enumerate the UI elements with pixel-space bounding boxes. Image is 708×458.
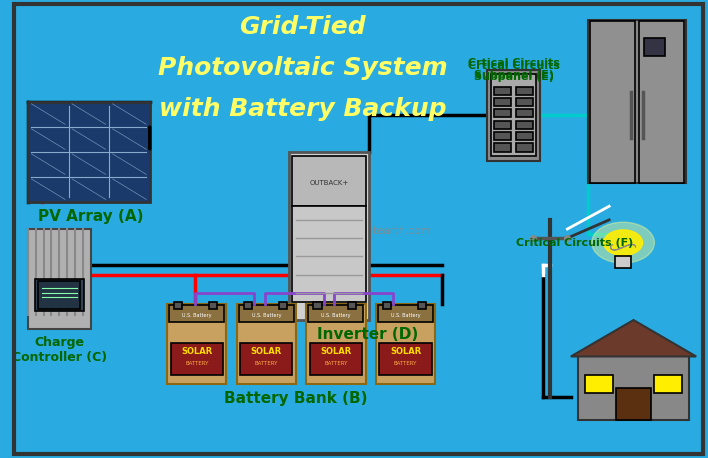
FancyBboxPatch shape bbox=[209, 302, 217, 309]
FancyBboxPatch shape bbox=[239, 305, 294, 322]
Text: BATTERY: BATTERY bbox=[324, 361, 348, 366]
Circle shape bbox=[604, 230, 643, 256]
Text: Inverter (D): Inverter (D) bbox=[316, 327, 418, 342]
FancyBboxPatch shape bbox=[515, 98, 532, 106]
FancyBboxPatch shape bbox=[174, 302, 183, 309]
FancyBboxPatch shape bbox=[616, 388, 651, 420]
FancyBboxPatch shape bbox=[515, 132, 532, 140]
FancyBboxPatch shape bbox=[309, 305, 363, 322]
Text: Battery Bank (B): Battery Bank (B) bbox=[224, 391, 367, 406]
FancyBboxPatch shape bbox=[491, 74, 536, 156]
FancyBboxPatch shape bbox=[310, 343, 362, 375]
Text: with Battery Backup: with Battery Backup bbox=[159, 97, 447, 121]
FancyBboxPatch shape bbox=[376, 304, 435, 384]
Text: OUTBACK+: OUTBACK+ bbox=[309, 180, 348, 186]
FancyBboxPatch shape bbox=[494, 87, 511, 95]
FancyBboxPatch shape bbox=[292, 206, 365, 302]
FancyBboxPatch shape bbox=[348, 302, 357, 309]
Text: PV Array (A): PV Array (A) bbox=[38, 208, 143, 224]
FancyBboxPatch shape bbox=[171, 343, 223, 375]
Text: U.S. Battery: U.S. Battery bbox=[251, 313, 281, 318]
FancyBboxPatch shape bbox=[28, 102, 150, 202]
FancyBboxPatch shape bbox=[515, 143, 532, 152]
FancyBboxPatch shape bbox=[383, 302, 392, 309]
Text: BATTERY: BATTERY bbox=[394, 361, 417, 366]
FancyBboxPatch shape bbox=[289, 152, 369, 320]
Text: U.S. Battery: U.S. Battery bbox=[391, 313, 421, 318]
FancyBboxPatch shape bbox=[639, 21, 685, 183]
FancyBboxPatch shape bbox=[494, 98, 511, 106]
FancyBboxPatch shape bbox=[515, 87, 532, 95]
FancyBboxPatch shape bbox=[38, 281, 80, 309]
FancyBboxPatch shape bbox=[314, 302, 321, 309]
FancyBboxPatch shape bbox=[244, 302, 252, 309]
FancyBboxPatch shape bbox=[278, 302, 287, 309]
Text: SOLAR: SOLAR bbox=[181, 348, 212, 356]
Text: BATTERY: BATTERY bbox=[185, 361, 208, 366]
Text: SOLAR: SOLAR bbox=[251, 348, 282, 356]
Text: SOLAR: SOLAR bbox=[390, 348, 421, 356]
FancyBboxPatch shape bbox=[418, 302, 426, 309]
FancyBboxPatch shape bbox=[494, 132, 511, 140]
FancyBboxPatch shape bbox=[515, 120, 532, 129]
Text: Crtical Circuits
Subpanel (E): Crtical Circuits Subpanel (E) bbox=[468, 58, 560, 80]
Text: Crtical Circuits
Subpanel (E): Crtical Circuits Subpanel (E) bbox=[468, 60, 560, 82]
Text: Charge
Controller (C): Charge Controller (C) bbox=[12, 336, 107, 364]
Text: BATTERY: BATTERY bbox=[255, 361, 278, 366]
FancyBboxPatch shape bbox=[379, 343, 432, 375]
FancyBboxPatch shape bbox=[615, 256, 632, 267]
FancyBboxPatch shape bbox=[35, 279, 84, 311]
FancyBboxPatch shape bbox=[494, 120, 511, 129]
Text: U.S. Battery: U.S. Battery bbox=[321, 313, 350, 318]
Text: SOLAR: SOLAR bbox=[320, 348, 352, 356]
FancyBboxPatch shape bbox=[487, 70, 539, 161]
Polygon shape bbox=[571, 320, 696, 356]
Text: solarpowerplanetearth.com: solarpowerplanetearth.com bbox=[286, 226, 431, 236]
Text: Critical Circuits (F): Critical Circuits (F) bbox=[516, 238, 634, 248]
FancyBboxPatch shape bbox=[28, 229, 91, 329]
FancyBboxPatch shape bbox=[292, 156, 365, 206]
FancyBboxPatch shape bbox=[494, 143, 511, 152]
FancyBboxPatch shape bbox=[240, 343, 292, 375]
Text: U.S. Battery: U.S. Battery bbox=[182, 313, 212, 318]
Text: Photovoltaic System: Photovoltaic System bbox=[158, 56, 447, 80]
FancyBboxPatch shape bbox=[236, 304, 296, 384]
FancyBboxPatch shape bbox=[585, 375, 612, 393]
FancyBboxPatch shape bbox=[378, 305, 433, 322]
FancyBboxPatch shape bbox=[654, 375, 683, 393]
FancyBboxPatch shape bbox=[590, 21, 635, 183]
FancyBboxPatch shape bbox=[307, 304, 365, 384]
FancyBboxPatch shape bbox=[167, 304, 227, 384]
FancyBboxPatch shape bbox=[515, 109, 532, 117]
Circle shape bbox=[592, 222, 654, 263]
FancyBboxPatch shape bbox=[169, 305, 224, 322]
Text: Grid-Tied: Grid-Tied bbox=[239, 15, 366, 39]
FancyBboxPatch shape bbox=[644, 38, 665, 56]
FancyBboxPatch shape bbox=[588, 20, 686, 184]
FancyBboxPatch shape bbox=[494, 109, 511, 117]
FancyBboxPatch shape bbox=[578, 354, 689, 420]
